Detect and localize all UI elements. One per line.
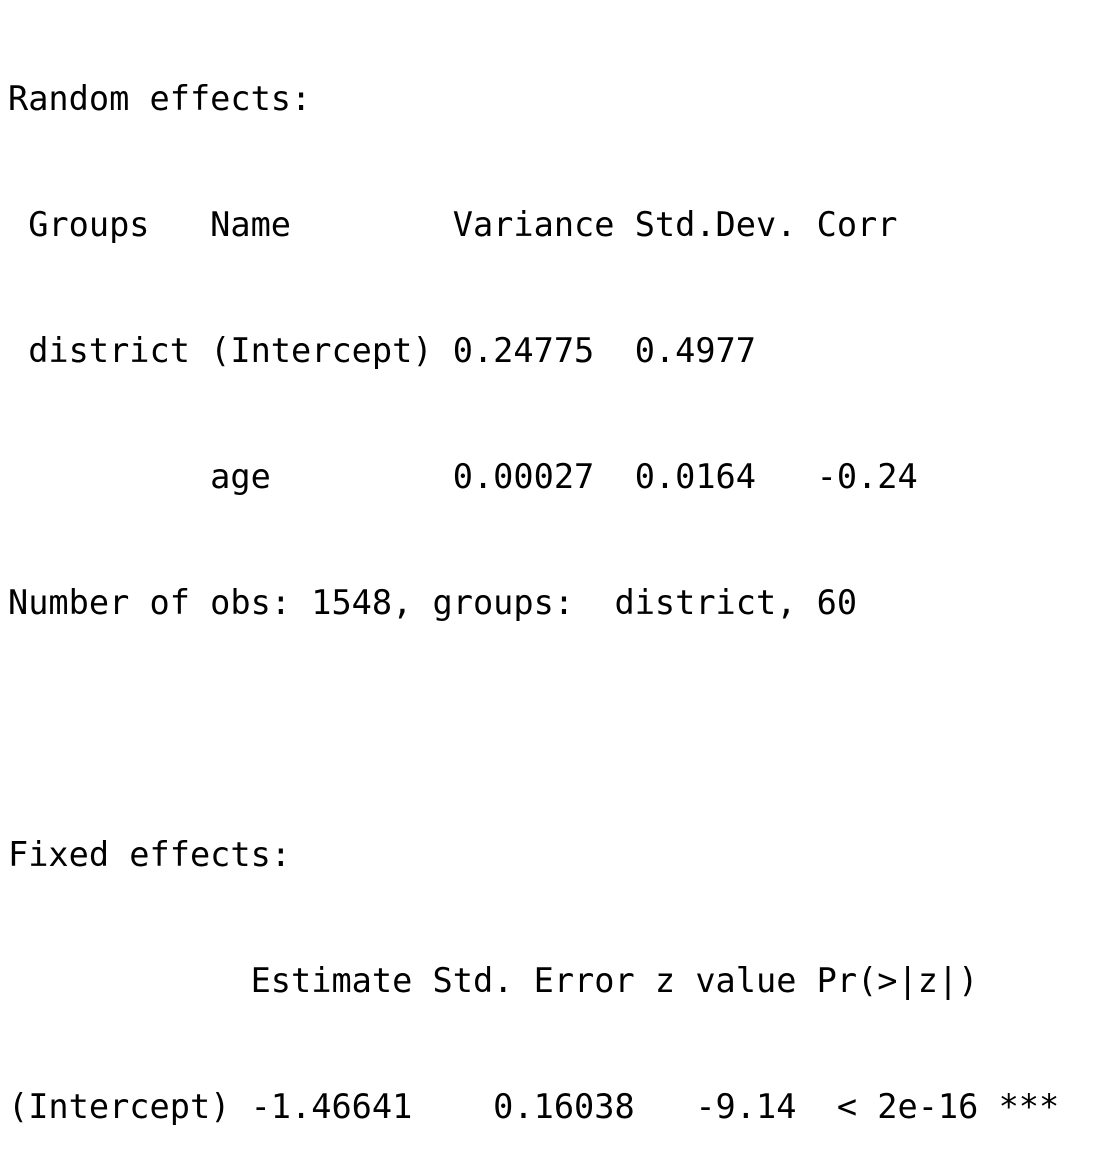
random-effects-heading: Random effects:: [8, 79, 312, 118]
random-effects-header: Groups Name Variance Std.Dev. Corr: [8, 205, 918, 244]
fixed-effects-row: (Intercept) -1.46641 0.16038 -9.14 < 2e-…: [8, 1087, 1060, 1126]
random-effects-row: district (Intercept) 0.24775 0.4977: [8, 331, 918, 370]
r-console-output: Random effects: Groups Name Variance Std…: [8, 0, 1112, 1126]
blank-line: [8, 708, 1112, 750]
observation-summary: Number of obs: 1548, groups: district, 6…: [8, 583, 858, 622]
fixed-effects-header: Estimate Std. Error z value Pr(>|z|): [8, 961, 1060, 1000]
fixed-effects-heading: Fixed effects:: [8, 835, 292, 874]
random-effects-row: age 0.00027 0.0164 -0.24: [8, 457, 918, 496]
